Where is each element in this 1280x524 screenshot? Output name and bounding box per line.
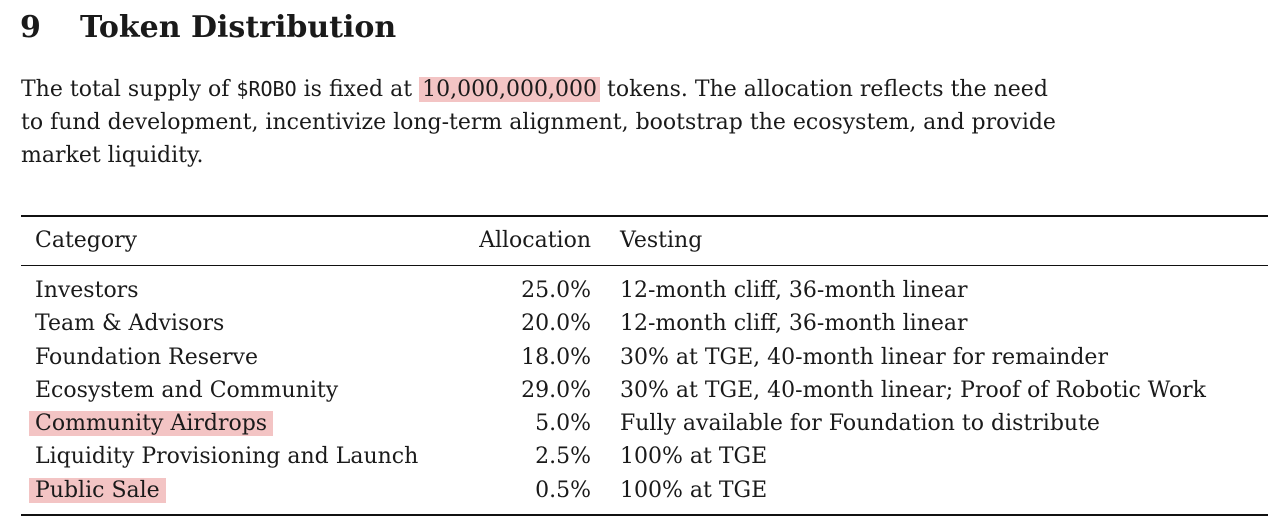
header-category: Category: [35, 228, 138, 253]
category-highlight: Public Sale: [29, 477, 166, 503]
header-allocation: Allocation: [479, 228, 591, 253]
category-text: Ecosystem and Community: [35, 377, 339, 403]
table-body: Investors 25.0% 12-month cliff, 36-month l…: [21, 266, 1268, 514]
cell-vesting: 100% at TGE: [620, 477, 768, 503]
table-row: Ecosystem and Community 29.0% 30% at TGE, …: [21, 374, 1268, 407]
cell-category: Investors: [35, 274, 139, 307]
cell-vesting: Fully available for Foundation to distri…: [620, 411, 1100, 437]
intro-paragraph: The total supply of $ROBO is fixed at 10…: [21, 73, 1121, 172]
cell-vesting: 30% at TGE, 40-month linear for remainde…: [620, 344, 1108, 370]
table-row: Public Sale 0.5% 100% at TGE: [21, 474, 1268, 507]
intro-text: tokens. The allocation reflects the need: [600, 77, 1048, 102]
category-text: Foundation Reserve: [35, 344, 258, 370]
section-heading: 9 Token Distribution: [20, 6, 396, 50]
section-title: Token Distribution: [80, 10, 397, 45]
category-text: Investors: [35, 278, 139, 303]
cell-allocation: 5.0%: [535, 411, 591, 437]
intro-line-3: market liquidity.: [21, 143, 204, 168]
table-row: Investors 25.0% 12-month cliff, 36-month l…: [21, 274, 1268, 307]
category-text: Liquidity Provisioning and Launch: [35, 444, 419, 470]
intro-line-1: The total supply of $ROBO is fixed at 10…: [21, 73, 1121, 106]
cell-category: Liquidity Provisioning and Launch: [35, 440, 418, 473]
category-highlight: Community Airdrops: [29, 411, 274, 437]
total-supply-highlight: 10,000,000,000: [419, 77, 601, 102]
category-text: Team & Advisors: [35, 311, 225, 337]
cell-category: Ecosystem and Community: [35, 374, 338, 407]
cell-allocation: 0.5%: [535, 477, 591, 503]
intro-line-2: to fund development, incentivize long-te…: [21, 110, 1056, 135]
cell-allocation: 20.0%: [521, 311, 591, 337]
cell-allocation: 2.5%: [535, 444, 591, 470]
table-top-rule: [21, 215, 1268, 217]
token-ticker: $ROBO: [236, 77, 297, 101]
header-vesting: Vesting: [620, 228, 703, 253]
cell-vesting: 30% at TGE, 40-month linear; Proof of Ro…: [620, 377, 1207, 403]
cell-allocation: 18.0%: [521, 344, 591, 370]
section-number: 9: [20, 10, 41, 45]
table-row: Foundation Reserve 18.0% 30% at TGE, 40-mo…: [21, 341, 1268, 374]
cell-category: Foundation Reserve: [35, 341, 258, 374]
cell-vesting: 100% at TGE: [620, 444, 768, 470]
table-mid-rule: [21, 265, 1268, 266]
token-distribution-table: Category Allocation Vesting Investors 25.…: [21, 215, 1268, 517]
cell-allocation: 25.0%: [521, 278, 591, 303]
cell-vesting: 12-month cliff, 36-month linear: [620, 278, 968, 303]
table-bottom-rule: [21, 514, 1268, 517]
cell-category: Community Airdrops: [29, 407, 274, 440]
cell-allocation: 29.0%: [521, 377, 591, 403]
intro-text: is fixed at: [296, 77, 420, 102]
intro-text: The total supply of: [21, 77, 237, 102]
cell-category: Public Sale: [29, 474, 166, 507]
table-row: Liquidity Provisioning and Launch 2.5% 100…: [21, 440, 1268, 473]
cell-vesting: 12-month cliff, 36-month linear: [620, 311, 968, 337]
cell-category: Team & Advisors: [35, 307, 224, 340]
table-header-row: Category Allocation Vesting: [21, 217, 1268, 265]
table-row: Community Airdrops 5.0% Fully available fo…: [21, 407, 1268, 440]
table-row: Team & Advisors 20.0% 12-month cliff, 36-m…: [21, 307, 1268, 340]
